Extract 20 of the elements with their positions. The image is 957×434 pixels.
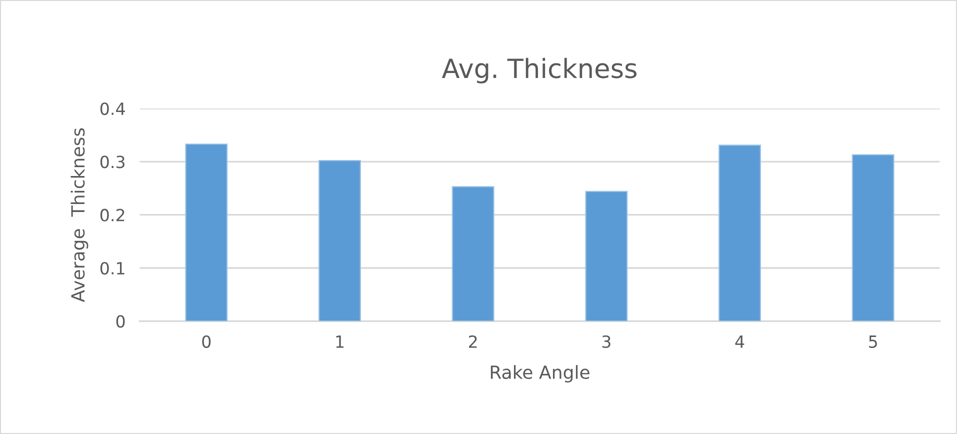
y-tick-label: 0.3 [100, 156, 124, 168]
bar [585, 190, 628, 322]
x-tick-label: 0 [202, 335, 211, 348]
x-tick-label: 3 [602, 335, 610, 348]
y-axis-title: Average Thickness [70, 128, 88, 302]
bar [718, 144, 761, 322]
bar [185, 144, 228, 322]
y-tick-label: 0 [116, 315, 125, 328]
x-tick-label: 2 [468, 335, 477, 348]
bar [318, 160, 361, 322]
bar [852, 154, 894, 322]
x-tick-label: 5 [869, 336, 877, 348]
x-axis-title: Rake Angle [490, 365, 590, 383]
x-tick-label: 4 [735, 336, 744, 348]
x-tick-label: 1 [336, 336, 344, 348]
y-tick-label: 0.1 [100, 262, 124, 275]
y-tick-label: 0.2 [100, 208, 124, 222]
y-tick-label: 0.4 [100, 102, 125, 116]
bar [452, 186, 494, 322]
chart-title: Avg. Thickness [442, 58, 636, 84]
